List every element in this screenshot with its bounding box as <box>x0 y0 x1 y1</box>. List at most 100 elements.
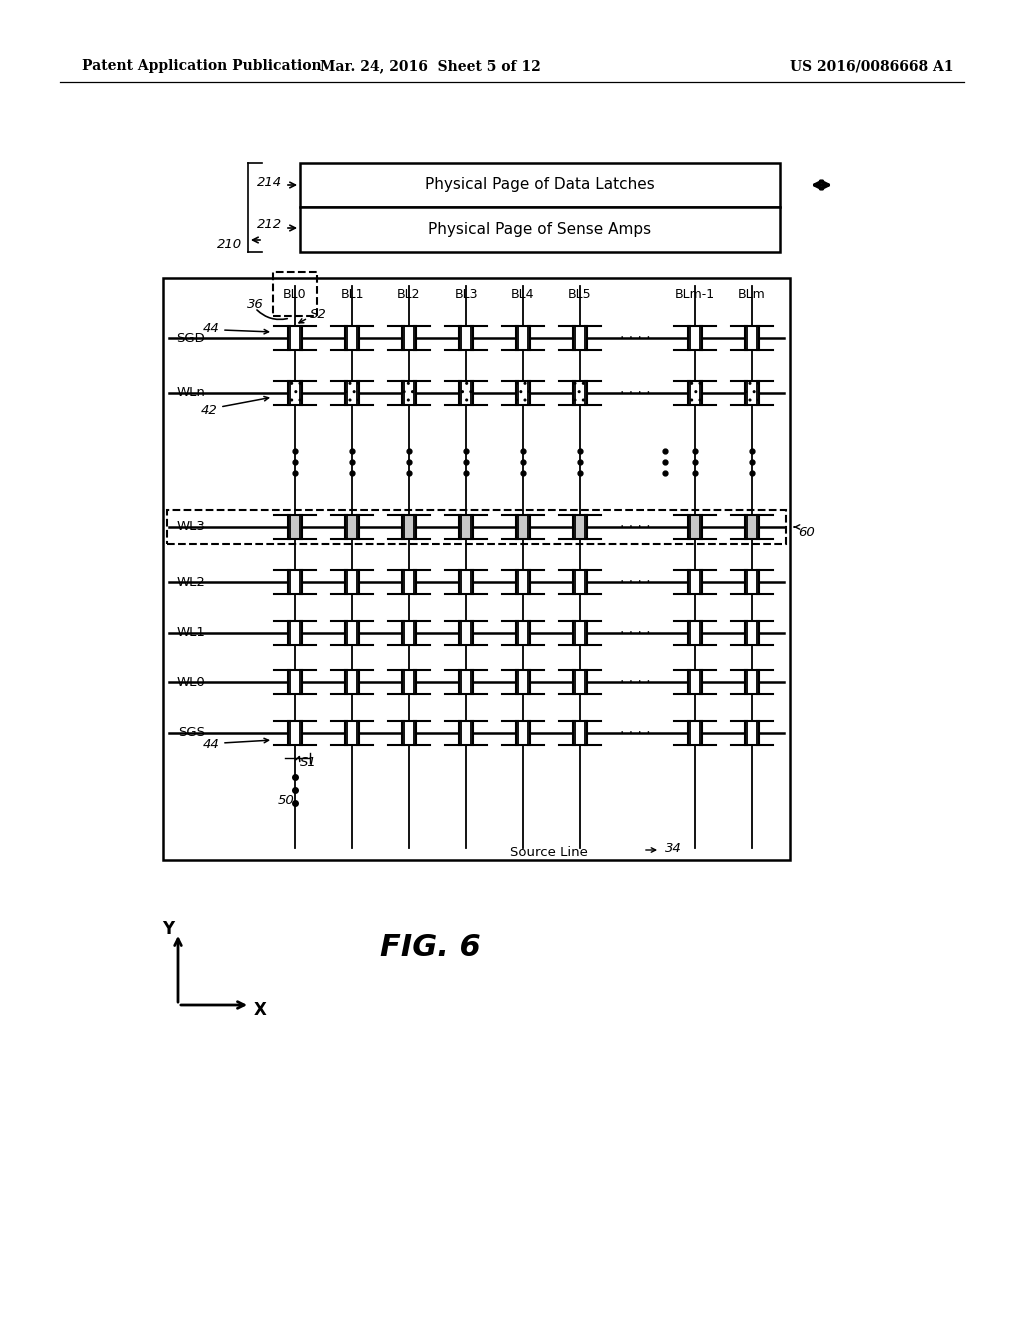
Bar <box>288 326 302 350</box>
Bar <box>516 620 530 645</box>
Text: BL4: BL4 <box>511 289 535 301</box>
Text: SGD: SGD <box>176 331 205 345</box>
Text: S1: S1 <box>300 755 316 768</box>
Text: SGS: SGS <box>178 726 205 739</box>
Bar <box>688 721 702 744</box>
Text: · · · ·: · · · · <box>620 385 650 400</box>
Bar <box>573 570 587 594</box>
Bar <box>459 620 473 645</box>
Text: BL5: BL5 <box>568 289 592 301</box>
Text: FIG. 6: FIG. 6 <box>380 933 480 962</box>
Bar <box>288 570 302 594</box>
Bar <box>688 515 702 539</box>
Text: 50: 50 <box>278 793 295 807</box>
Bar <box>402 326 416 350</box>
Text: S2: S2 <box>310 309 327 322</box>
Bar <box>745 326 759 350</box>
Text: Mar. 24, 2016  Sheet 5 of 12: Mar. 24, 2016 Sheet 5 of 12 <box>319 59 541 73</box>
Bar <box>516 381 530 405</box>
Bar <box>459 381 473 405</box>
Bar <box>573 671 587 694</box>
Bar <box>402 620 416 645</box>
Bar <box>745 620 759 645</box>
Bar <box>459 721 473 744</box>
Bar <box>459 570 473 594</box>
Text: · · · ·: · · · · <box>620 520 650 535</box>
Bar <box>573 620 587 645</box>
Text: 42: 42 <box>202 404 218 417</box>
Bar <box>402 515 416 539</box>
Text: · · · ·: · · · · <box>620 576 650 589</box>
Bar <box>688 671 702 694</box>
Bar <box>688 381 702 405</box>
Bar <box>288 620 302 645</box>
Bar <box>745 671 759 694</box>
Bar <box>288 515 302 539</box>
Bar <box>688 326 702 350</box>
Text: 44: 44 <box>203 738 220 751</box>
Bar <box>288 671 302 694</box>
Bar <box>345 671 359 694</box>
Bar <box>573 381 587 405</box>
Text: Y: Y <box>162 920 174 939</box>
Bar <box>345 620 359 645</box>
Bar <box>459 326 473 350</box>
Text: BL3: BL3 <box>455 289 478 301</box>
Bar <box>402 570 416 594</box>
Bar <box>745 515 759 539</box>
Text: 44: 44 <box>203 322 220 334</box>
Bar <box>745 570 759 594</box>
Bar <box>345 326 359 350</box>
Bar <box>167 510 786 544</box>
Text: WL2: WL2 <box>176 576 205 589</box>
Text: 212: 212 <box>257 219 282 231</box>
Text: BLm-1: BLm-1 <box>675 289 715 301</box>
Bar <box>516 721 530 744</box>
Text: WL1: WL1 <box>176 627 205 639</box>
Bar <box>273 272 317 315</box>
Text: X: X <box>254 1001 267 1019</box>
Text: · · · ·: · · · · <box>620 626 650 640</box>
Bar <box>288 381 302 405</box>
Text: US 2016/0086668 A1: US 2016/0086668 A1 <box>790 59 953 73</box>
Bar <box>345 515 359 539</box>
Text: WLn: WLn <box>176 387 205 400</box>
Bar <box>300 162 780 207</box>
Text: Patent Application Publication: Patent Application Publication <box>82 59 322 73</box>
Bar <box>402 381 416 405</box>
Text: Physical Page of Data Latches: Physical Page of Data Latches <box>425 177 655 193</box>
Text: BL2: BL2 <box>397 289 421 301</box>
Bar <box>688 570 702 594</box>
Bar <box>345 721 359 744</box>
Bar <box>300 207 780 252</box>
Bar <box>516 515 530 539</box>
Bar <box>345 570 359 594</box>
Text: Source Line: Source Line <box>510 846 588 858</box>
Bar <box>745 721 759 744</box>
Text: · · · ·: · · · · <box>620 675 650 689</box>
Text: WL3: WL3 <box>176 520 205 533</box>
Text: Physical Page of Sense Amps: Physical Page of Sense Amps <box>428 222 651 238</box>
Bar <box>516 570 530 594</box>
Bar <box>516 671 530 694</box>
Text: BLm: BLm <box>738 289 766 301</box>
Text: · · · ·: · · · · <box>620 726 650 741</box>
Bar <box>573 721 587 744</box>
Text: BL0: BL0 <box>284 289 307 301</box>
Bar <box>516 326 530 350</box>
Text: 34: 34 <box>665 842 682 854</box>
Bar <box>163 279 790 861</box>
Bar <box>402 721 416 744</box>
Text: · · · ·: · · · · <box>620 331 650 345</box>
Text: 36: 36 <box>247 298 263 312</box>
Bar <box>573 326 587 350</box>
Text: BL1: BL1 <box>340 289 364 301</box>
Bar <box>345 381 359 405</box>
Text: 60: 60 <box>798 525 815 539</box>
Text: WL0: WL0 <box>176 676 205 689</box>
Text: 210: 210 <box>217 239 242 252</box>
Bar <box>459 515 473 539</box>
Bar <box>573 515 587 539</box>
Bar <box>688 620 702 645</box>
Bar <box>459 671 473 694</box>
